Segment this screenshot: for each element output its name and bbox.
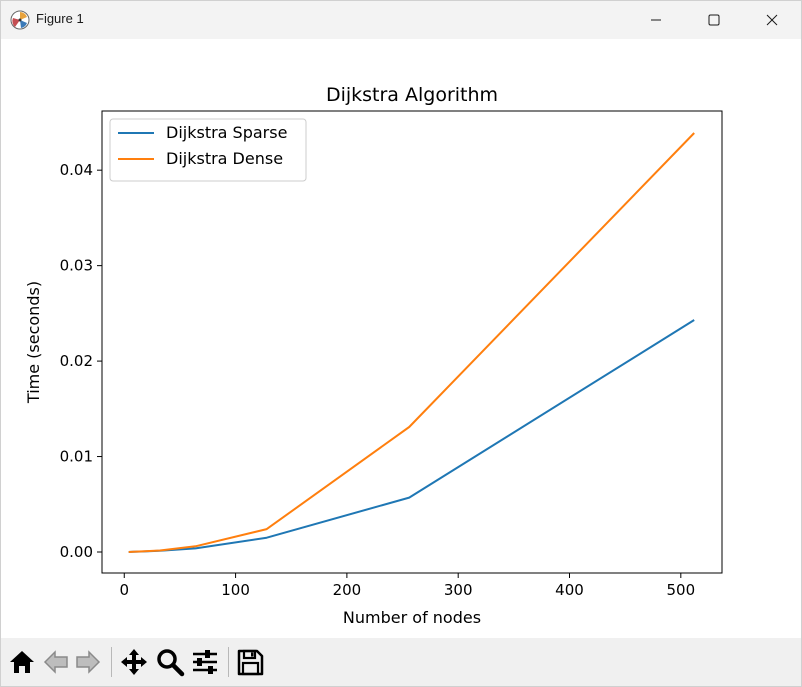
x-axis-label: Number of nodes [343, 608, 481, 627]
line-chart: Dijkstra Algorithm 0 100 200 300 400 500 0.00 0… [24, 84, 723, 627]
figure-canvas[interactable]: Dijkstra Algorithm 0 100 200 300 400 500 0.00 0… [1, 39, 801, 637]
forward-arrow-icon [76, 650, 101, 674]
x-tick-label: 300 [444, 581, 473, 599]
zoom-icon [157, 649, 185, 677]
axes-frame [101, 110, 723, 574]
legend-label: Dijkstra Sparse [166, 123, 287, 142]
sliders-icon [193, 650, 217, 674]
x-tick-label: 400 [555, 581, 584, 599]
minimize-icon [651, 19, 661, 21]
back-arrow-icon [43, 650, 68, 674]
x-tick-label: 500 [666, 581, 695, 599]
app-icon [10, 10, 30, 30]
y-tick-label: 0.01 [60, 448, 93, 466]
home-icon [10, 651, 34, 673]
zoom-button[interactable] [155, 647, 185, 677]
pan-button[interactable] [119, 647, 149, 677]
series-line-dense [128, 132, 695, 553]
legend-label: Dijkstra Dense [166, 149, 283, 168]
chart-title: Dijkstra Algorithm [326, 84, 498, 106]
save-icon [237, 649, 264, 676]
save-button[interactable] [235, 647, 265, 677]
configure-subplots-button[interactable] [190, 647, 220, 677]
toolbar-separator [228, 647, 229, 677]
y-tick-label: 0.02 [60, 352, 93, 370]
x-tick-label: 0 [119, 581, 129, 599]
close-button[interactable] [743, 1, 801, 39]
maximize-button[interactable] [685, 1, 743, 39]
maximize-icon [708, 14, 720, 26]
move-icon [121, 649, 147, 675]
y-tick-label: 0.04 [60, 161, 93, 179]
back-button[interactable] [41, 647, 71, 677]
y-tick-label: 0.03 [60, 257, 93, 275]
legend-box [109, 118, 307, 182]
home-button[interactable] [7, 647, 37, 677]
title-bar[interactable]: Figure 1 [1, 1, 801, 39]
navigation-toolbar [1, 638, 801, 686]
window-title: Figure 1 [36, 11, 84, 26]
y-tick-label: 0.00 [60, 543, 93, 561]
series-line-sparse [128, 319, 695, 553]
x-tick-label: 100 [221, 581, 250, 599]
minimize-button[interactable] [627, 1, 685, 39]
forward-button[interactable] [73, 647, 103, 677]
toolbar-separator [111, 647, 112, 677]
x-tick-label: 200 [333, 581, 362, 599]
y-axis-label: Time (seconds) [24, 281, 43, 404]
close-icon [766, 14, 778, 26]
